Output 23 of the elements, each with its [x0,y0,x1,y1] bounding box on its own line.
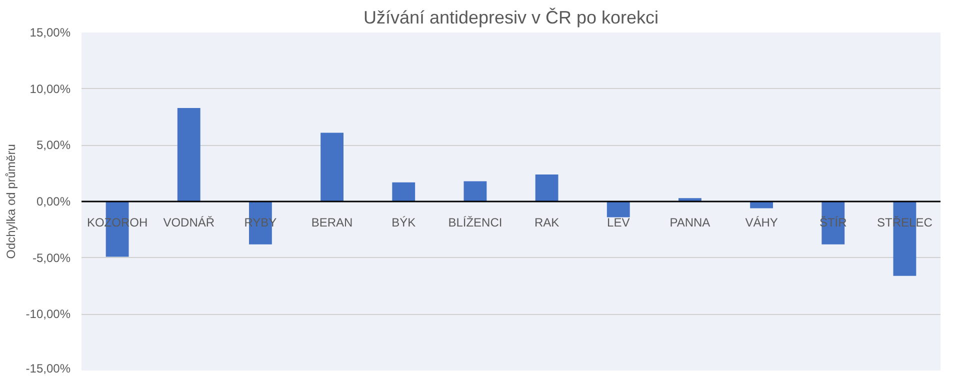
x-tick-label: BLÍŽENCI [448,216,502,230]
bar [320,132,344,202]
y-tick-label: -10,00% [26,307,71,322]
y-tick-label: 10,00% [30,82,71,96]
bar [535,174,558,202]
y-tick-label: 5,00% [36,138,71,152]
x-tick-label: VODNÁŘ [163,216,215,230]
y-tick-label: -15,00% [26,362,71,376]
y-tick-label: 0,00% [36,194,71,208]
bar [464,181,487,202]
y-tick-label: 15,00% [30,26,71,40]
bar [392,182,416,202]
bar [177,108,200,202]
x-tick-label: VÁHY [745,216,778,230]
x-tick-label: LEV [607,216,630,230]
chart-title: Užívání antidepresiv v ČR po korekci [363,8,659,28]
x-tick-label: PANNA [670,216,710,230]
y-axis-title: Odchylka od průměru [4,144,18,259]
bar [606,202,630,218]
x-tick-label: BÝK [392,216,416,230]
x-tick-label: BERAN [311,216,353,230]
y-tick-label: -5,00% [32,250,71,265]
x-tick-label: RAK [534,216,560,230]
